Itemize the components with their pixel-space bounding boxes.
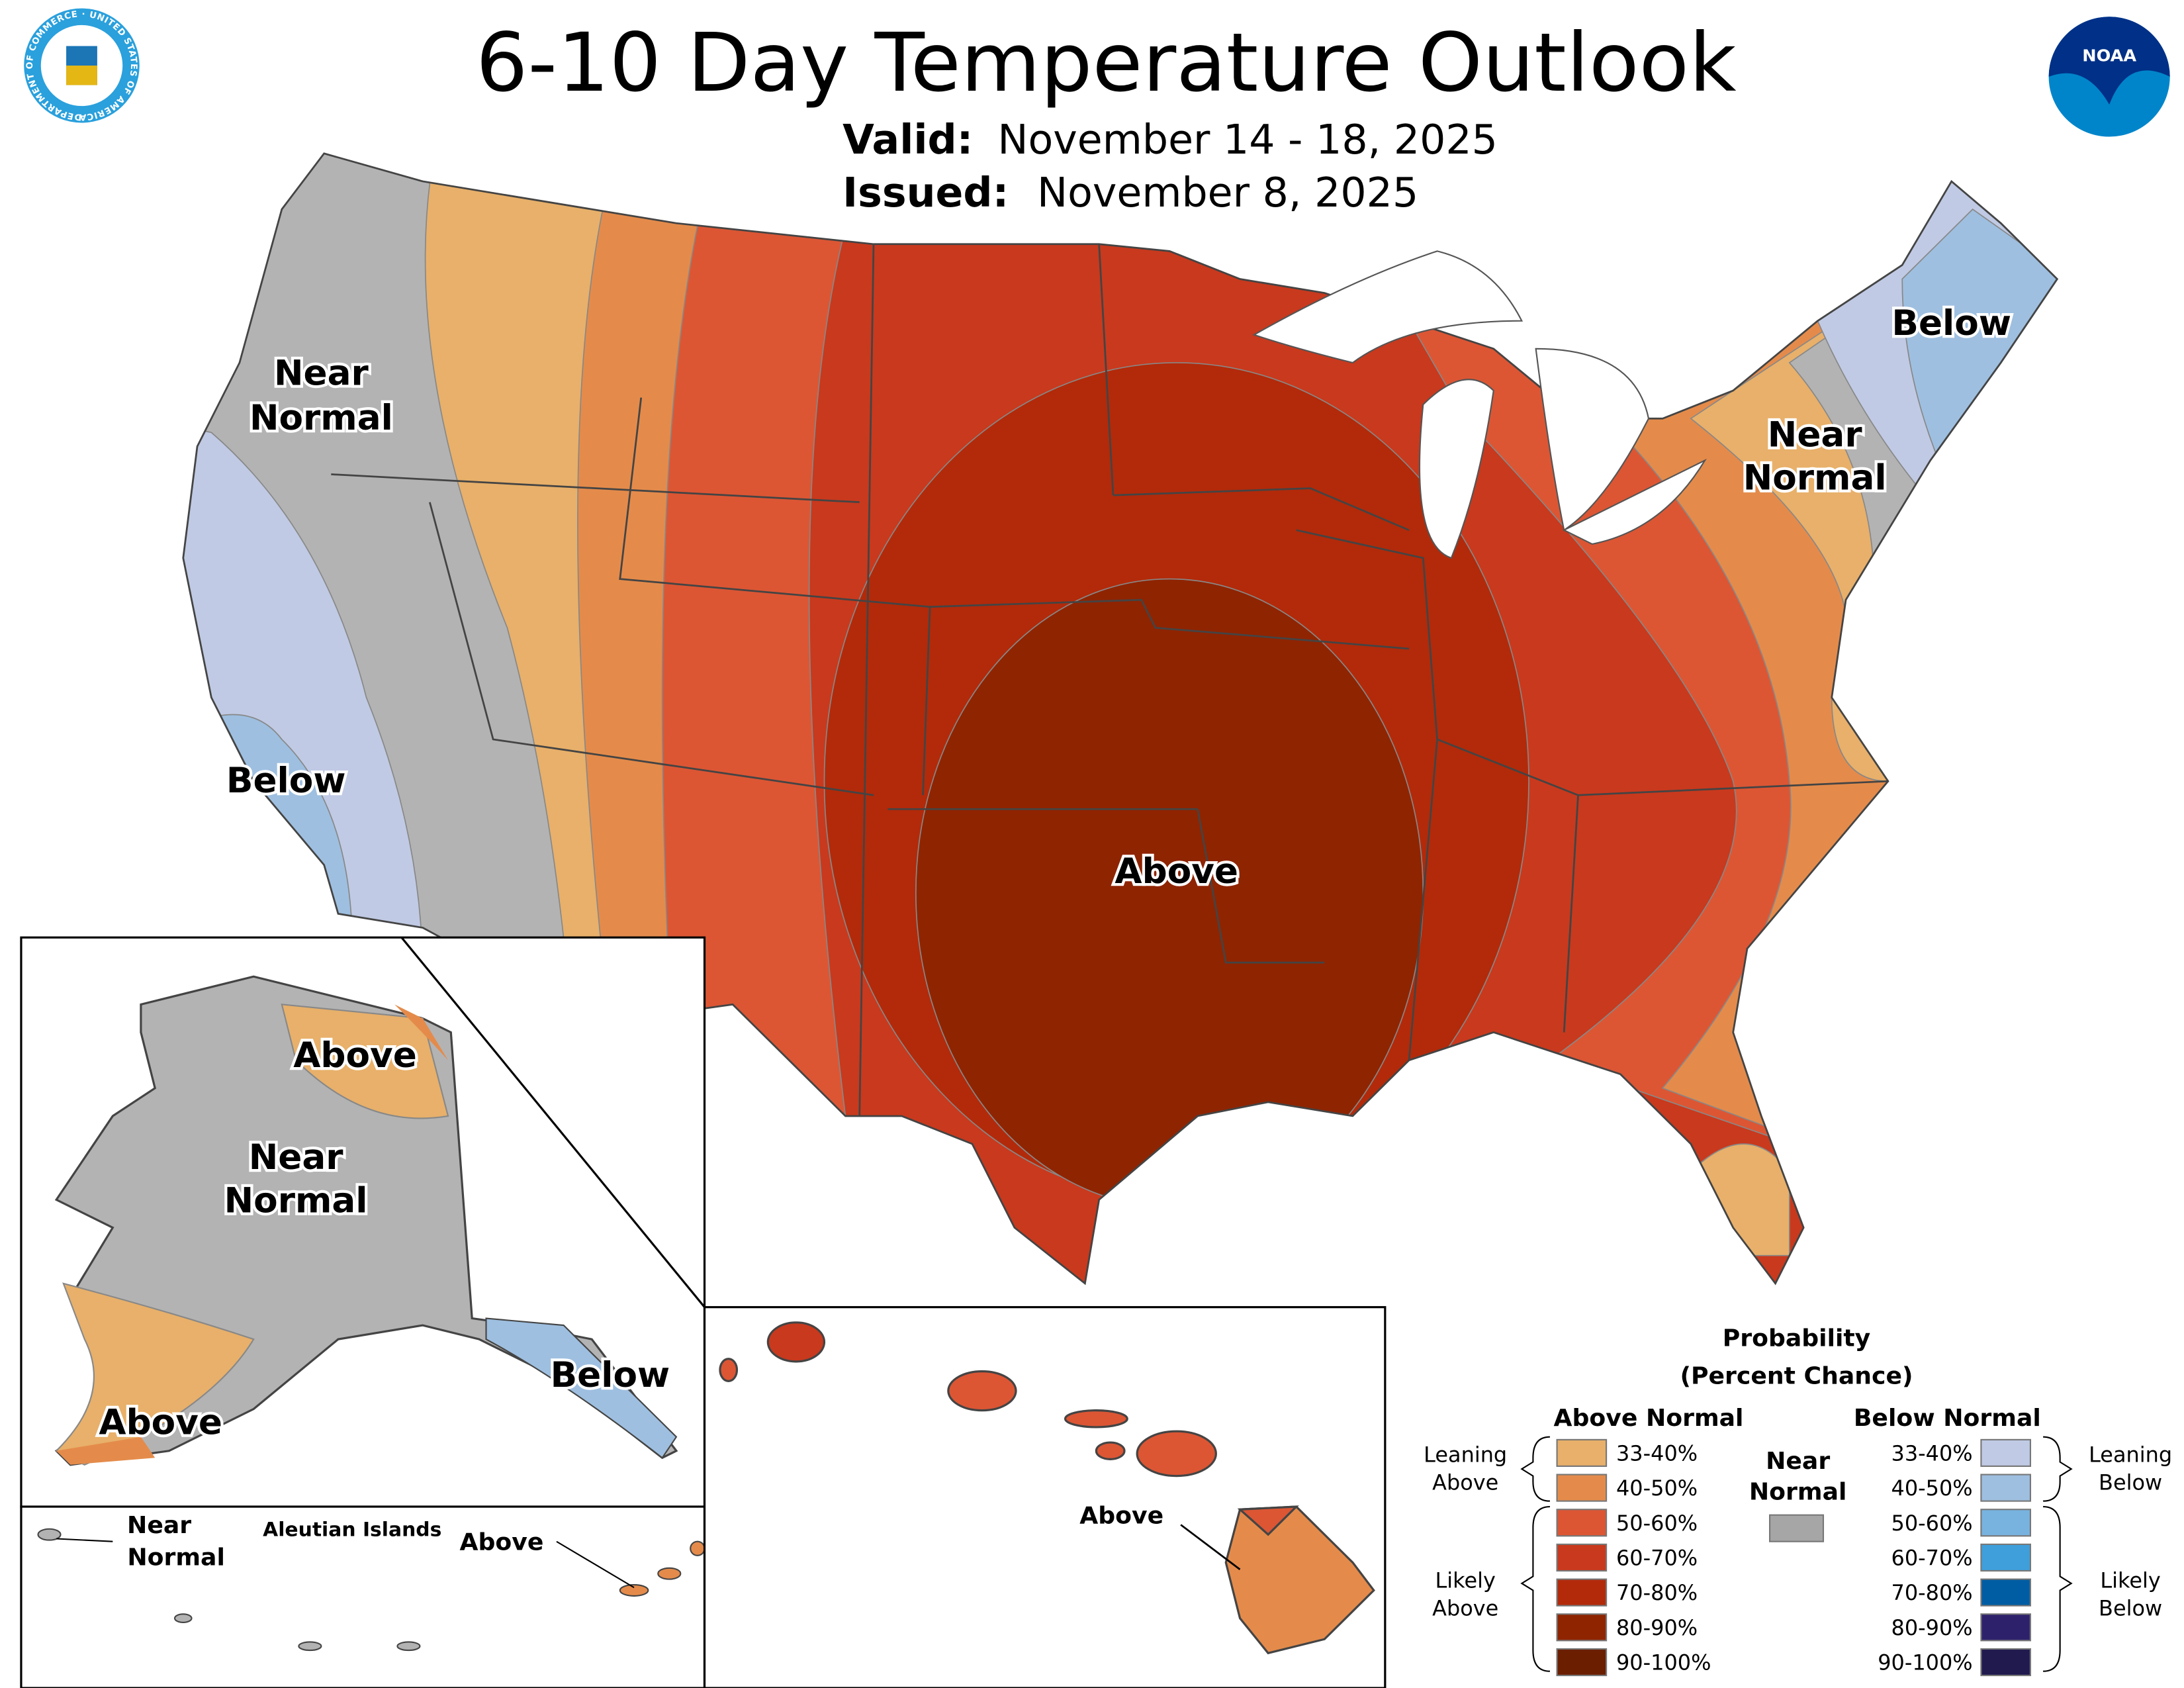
legend-likely-above-line1: Likely	[1435, 1569, 1495, 1593]
legend-swatch-above-1	[1556, 1474, 1608, 1502]
legend-swatch-above-6	[1556, 1648, 1608, 1677]
label-alaska-southeast-below: Below	[551, 1355, 670, 1395]
legend-label-below-2: 50-60%	[1891, 1512, 1973, 1536]
legend-swatch-above-2	[1556, 1509, 1608, 1537]
legend-label-above-1: 40-50%	[1616, 1477, 1698, 1501]
great-lakes	[1252, 250, 1707, 559]
legend-label-above-6: 90-100%	[1616, 1652, 1711, 1675]
legend: Probability (Percent Chance) Above Norma…	[1424, 1325, 2172, 1677]
valid-dates: November 14 - 18, 2025	[997, 117, 1498, 164]
region-80-90-above	[915, 578, 1424, 1207]
legend-swatch-above-3	[1556, 1543, 1608, 1572]
label-northeast-below: Below	[1891, 303, 2011, 344]
issued-date: November 8, 2025	[1037, 169, 1418, 216]
legend-swatch-below-5	[1980, 1613, 2031, 1642]
hawaii-inset: Above	[703, 1306, 1387, 1688]
label-alaska-southwest-above: Above	[99, 1403, 222, 1443]
legend-swatch-below-1	[1980, 1474, 2031, 1502]
legend-above-header: Above Normal	[1553, 1405, 1743, 1432]
valid-label: Valid:	[842, 117, 973, 164]
legend-label-above-5: 80-90%	[1616, 1617, 1698, 1640]
legend-label-below-6: 90-100%	[1878, 1652, 1972, 1675]
legend-likely-below-line2: Below	[2099, 1597, 2162, 1621]
label-east-near-normal-line1: Near	[1768, 415, 1862, 455]
issued-label: Issued:	[842, 169, 1009, 216]
legend-swatch-near-normal	[1769, 1514, 1825, 1542]
legend-near-normal-line1: Near	[1766, 1448, 1830, 1475]
legend-label-above-3: 60-70%	[1616, 1547, 1698, 1571]
legend-likely-above-line2: Above	[1432, 1597, 1498, 1621]
legend-swatch-above-0	[1556, 1438, 1608, 1467]
legend-leaning-below-line2: Below	[2099, 1472, 2162, 1495]
label-alaska-near-normal-line2: Normal	[224, 1181, 368, 1221]
label-hawaii-above: Above	[1079, 1502, 1163, 1529]
legend-swatch-below-0	[1980, 1438, 2031, 1467]
page-title: 6-10 Day Temperature Outlook	[476, 16, 1737, 110]
legend-title-line2: (Percent Chance)	[1680, 1363, 1913, 1390]
legend-below-header: Below Normal	[1854, 1405, 2041, 1432]
legend-label-above-2: 50-60%	[1616, 1512, 1698, 1536]
label-conus-above: Above	[1115, 851, 1238, 892]
commerce-seal-logo: DEPARTMENT OF COMMERCE · UNITED STATES O…	[24, 8, 140, 123]
legend-swatch-below-4	[1980, 1578, 2031, 1607]
legend-leaning-above-line2: Above	[1432, 1472, 1498, 1495]
region-33-40-above-florida	[1690, 1143, 1790, 1256]
noaa-logo: NOAA	[2048, 17, 2170, 137]
legend-swatch-below-3	[1980, 1543, 2031, 1572]
label-west-near-normal-line1: Near	[274, 353, 369, 394]
label-alaska-near-normal-line1: Near	[249, 1137, 343, 1178]
label-aleutian-above: Above	[459, 1529, 543, 1556]
legend-label-below-1: 40-50%	[1891, 1477, 1973, 1501]
legend-swatch-above-4	[1556, 1578, 1608, 1607]
aleutian-islands-title: Aleutian Islands	[263, 1517, 441, 1540]
legend-near-normal-line2: Normal	[1749, 1479, 1847, 1506]
legend-likely-below-line1: Likely	[2100, 1569, 2160, 1593]
label-west-below: Below	[226, 761, 346, 801]
label-aleutian-near-normal-line1: Near	[127, 1512, 191, 1539]
label-aleutian-near-normal-line2: Normal	[127, 1544, 225, 1571]
label-west-near-normal-line2: Normal	[250, 398, 393, 438]
alaska-inset: Above Near Normal Below Above	[20, 936, 706, 1508]
legend-leaning-above-line1: Leaning	[1424, 1444, 1507, 1468]
label-alaska-north-above: Above	[293, 1035, 417, 1076]
legend-label-below-0: 33-40%	[1891, 1442, 1973, 1466]
legend-label-above-4: 70-80%	[1616, 1581, 1698, 1605]
legend-swatch-above-5	[1556, 1613, 1608, 1642]
noaa-logo-text: NOAA	[2082, 46, 2136, 66]
aleutian-inset: Near Normal Aleutian Islands Above	[20, 1505, 706, 1688]
legend-leaning-below-line1: Leaning	[2089, 1444, 2172, 1468]
state-boundaries	[331, 244, 1888, 1116]
legend-swatch-below-6	[1980, 1648, 2031, 1677]
legend-braces	[1520, 1436, 2073, 1672]
legend-label-below-3: 60-70%	[1891, 1547, 1973, 1571]
legend-label-below-5: 80-90%	[1891, 1617, 1973, 1640]
legend-swatch-below-2	[1980, 1509, 2031, 1537]
legend-label-above-0: 33-40%	[1616, 1442, 1698, 1466]
legend-label-below-4: 70-80%	[1891, 1581, 1973, 1605]
legend-title-line1: Probability	[1723, 1325, 1871, 1352]
label-east-near-normal-line2: Normal	[1743, 458, 1887, 498]
